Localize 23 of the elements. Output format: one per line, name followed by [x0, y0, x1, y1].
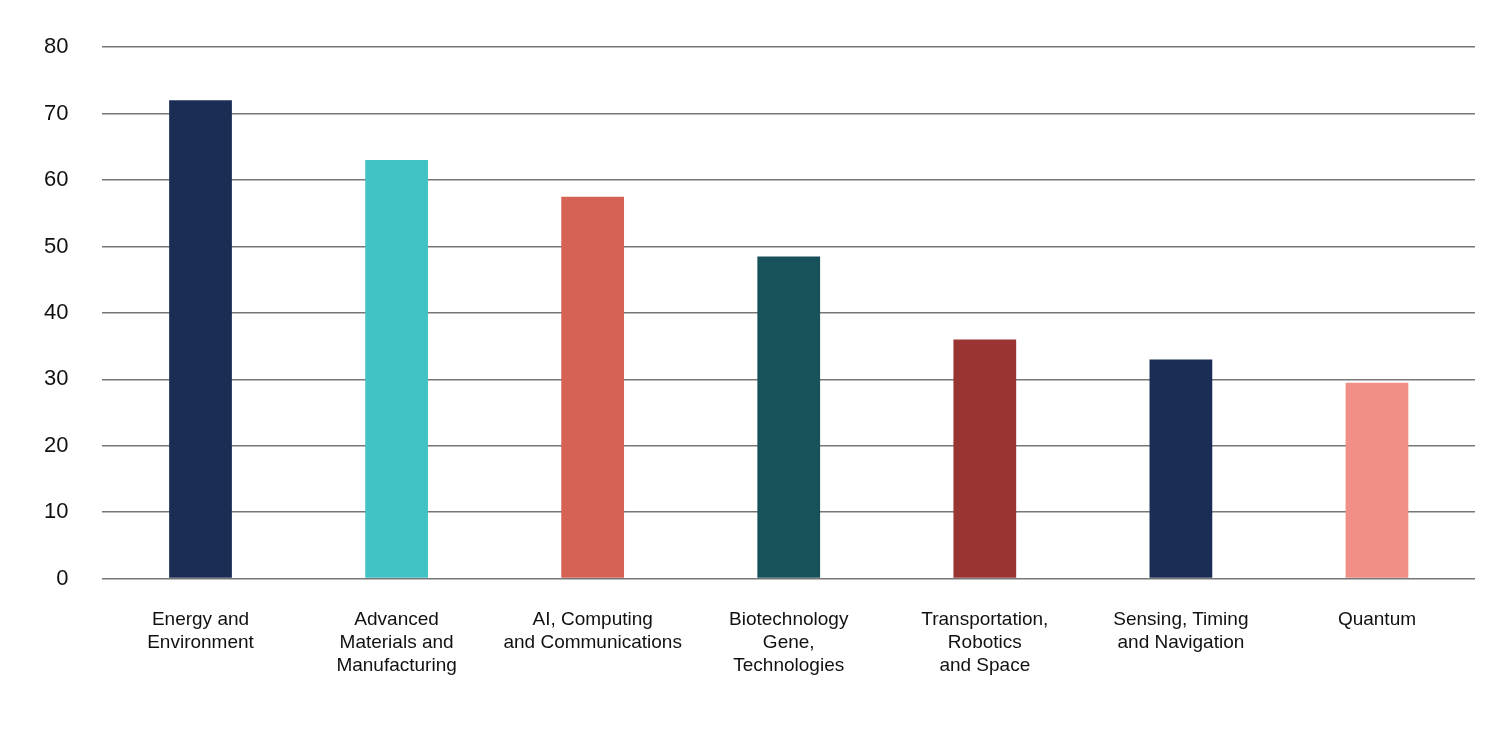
bar — [1345, 382, 1409, 578]
y-tick-label: 10 — [43, 498, 69, 524]
x-tick-label: Advanced Materials and Manufacturing — [336, 608, 457, 675]
x-tick-label: AI, Computing and Communications — [503, 608, 682, 653]
bar — [953, 339, 1017, 578]
bar — [1149, 359, 1213, 578]
y-tick-label: 0 — [56, 564, 69, 590]
x-tick-label: Quantum — [1337, 608, 1417, 630]
y-tick-label: 30 — [43, 365, 69, 391]
bar — [757, 256, 821, 578]
x-tick-label: Sensing, Timing and Navigation — [1113, 608, 1249, 653]
x-tick-label: Transportation, Robotics and Space — [921, 608, 1049, 675]
y-tick-label: 20 — [43, 431, 69, 457]
bar — [169, 100, 232, 578]
y-tick-label: 40 — [43, 298, 69, 324]
bar — [365, 160, 428, 578]
y-tick-label: 70 — [43, 99, 69, 125]
y-tick-label: 80 — [43, 33, 69, 59]
y-tick-label: 60 — [43, 166, 69, 192]
bar — [561, 196, 625, 578]
y-tick-label: 50 — [43, 232, 69, 258]
x-tick-label: Biotechnology Gene, Technologies — [729, 608, 849, 675]
x-tick-label: Energy and Environment — [147, 608, 255, 653]
